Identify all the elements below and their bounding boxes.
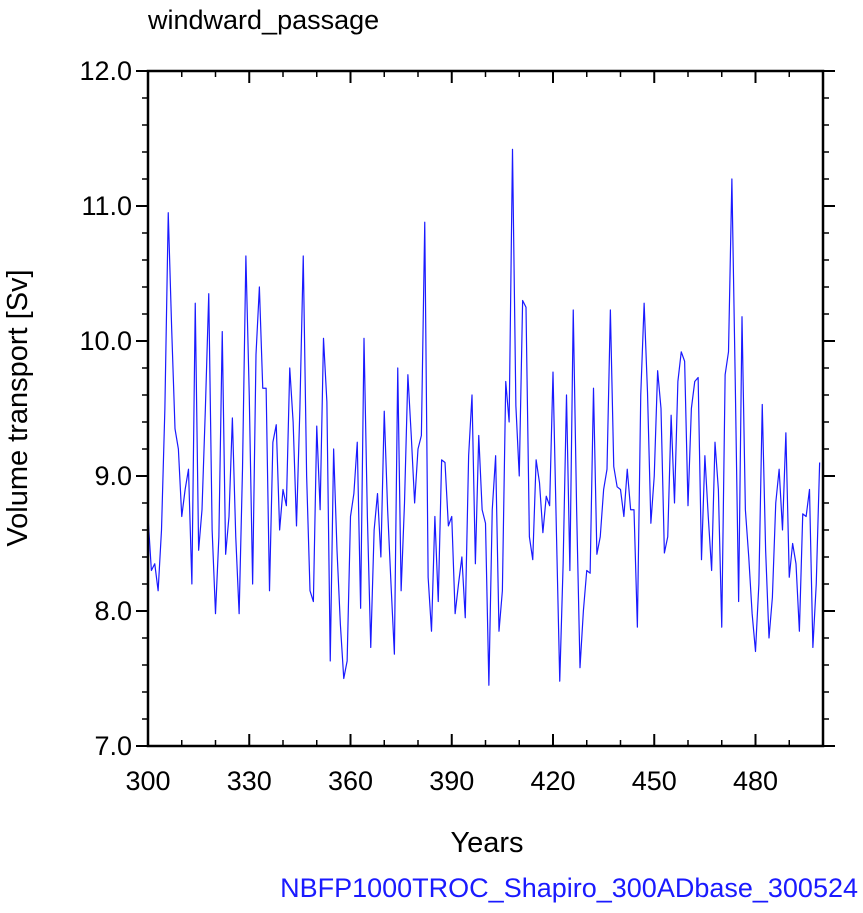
y-tick-label: 7.0 (94, 731, 132, 761)
chart-title: windward_passage (147, 5, 379, 35)
y-tick-label: 9.0 (94, 461, 132, 491)
x-tick-label: 360 (328, 766, 373, 796)
x-tick-label: 420 (530, 766, 575, 796)
x-tick-label: 480 (733, 766, 778, 796)
axis-ticks (136, 70, 835, 747)
x-tick-label: 450 (632, 766, 677, 796)
y-tick-label: 11.0 (81, 191, 132, 221)
y-tick-label: 8.0 (94, 596, 132, 626)
x-tick-label: 330 (227, 766, 272, 796)
tick-labels: 300 330 360 390 420 450 480 7.0 8.0 9.0 10.0 11.0 12… (79, 56, 778, 796)
plot-frame (146, 69, 825, 748)
y-tick-label: 10.0 (79, 326, 132, 356)
series-line (147, 148, 821, 686)
x-tick-label: 300 (125, 766, 170, 796)
y-axis-label: Volume transport [Sv] (2, 269, 34, 546)
footer-text: NBFP1000TROC_Shapiro_300ADbase_300524 (280, 873, 858, 903)
x-axis-label: Years (450, 827, 523, 859)
y-tick-label: 12.0 (79, 56, 132, 86)
x-tick-label: 390 (429, 766, 474, 796)
